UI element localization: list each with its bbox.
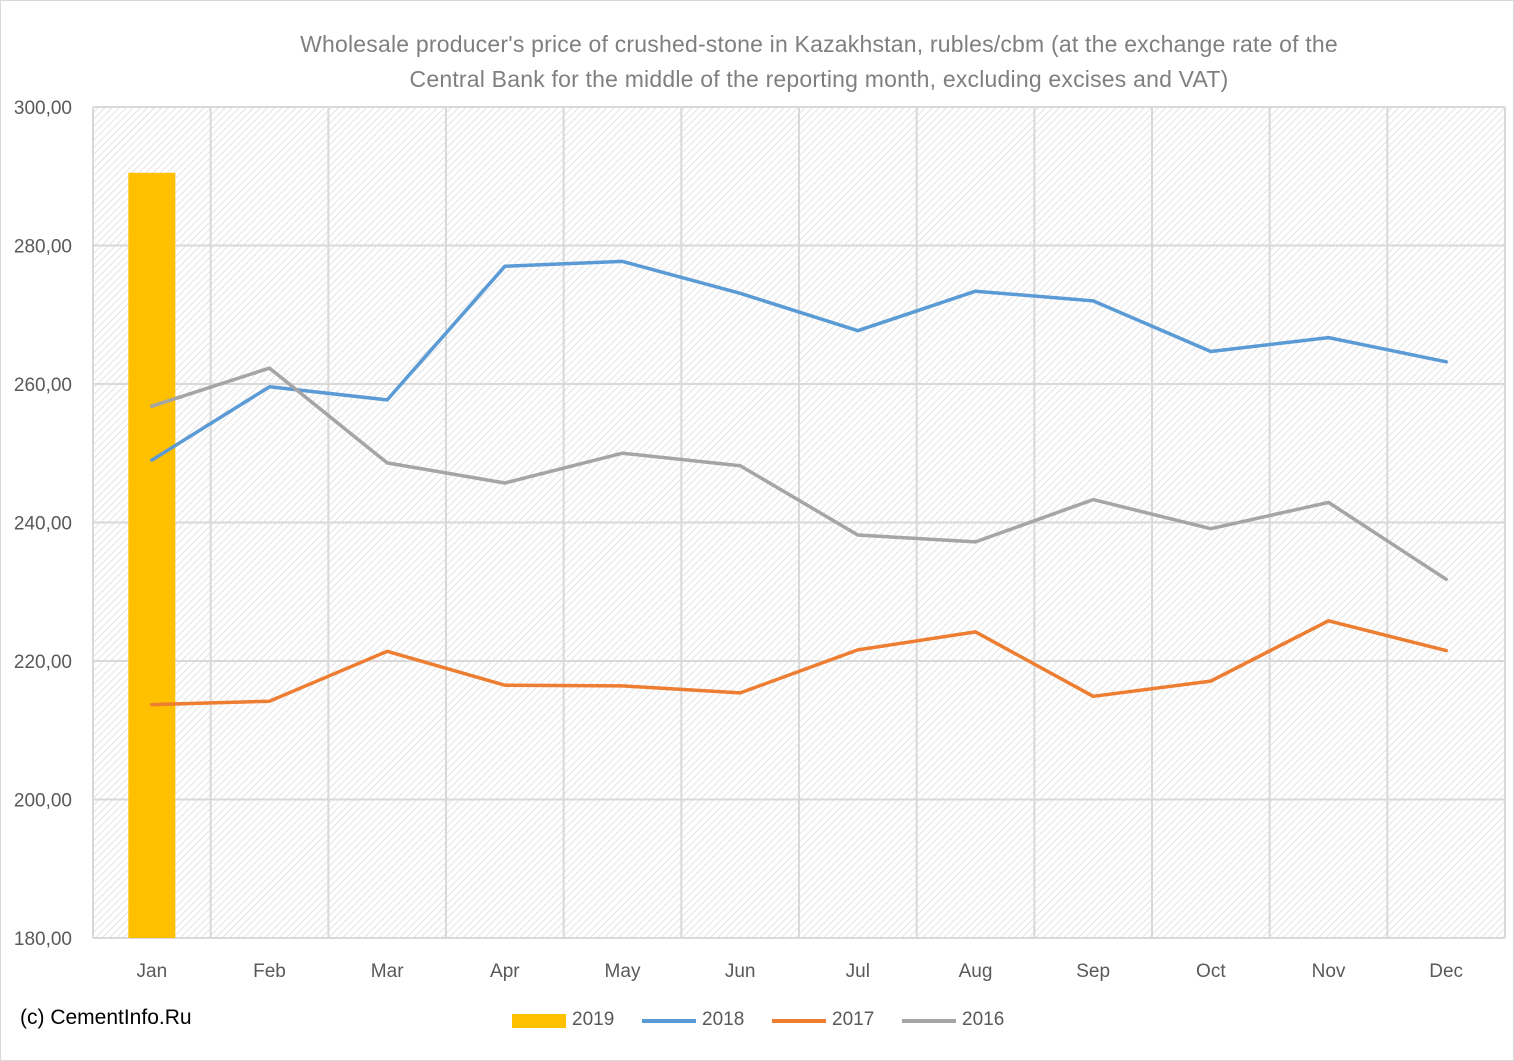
legend-swatch-2019 — [512, 1014, 566, 1028]
x-tick-label-oct: Oct — [1196, 961, 1226, 982]
x-tick-label-sep: Sep — [1076, 961, 1110, 982]
x-tick-label-mar: Mar — [371, 961, 404, 982]
legend-swatch-2018 — [642, 1019, 696, 1023]
legend-item-2019: 2019 — [512, 1008, 637, 1034]
x-tick-label-apr: Apr — [490, 961, 520, 982]
copyright-text: (c) CementInfo.Ru — [20, 1006, 192, 1029]
x-tick-label-aug: Aug — [959, 961, 993, 982]
y-tick-label: 240,00 — [14, 514, 72, 535]
x-tick-label-nov: Nov — [1312, 961, 1346, 982]
legend-item-2018: 2018 — [642, 1008, 767, 1034]
legend-item-2016: 2016 — [902, 1008, 1027, 1034]
x-tick-label-may: May — [605, 961, 641, 982]
bar-2019-jan — [128, 172, 176, 939]
y-tick-label: 200,00 — [14, 791, 72, 812]
x-tick-label-dec: Dec — [1429, 961, 1463, 982]
legend-label-2019: 2019 — [572, 1009, 615, 1030]
y-tick-label: 180,00 — [14, 929, 72, 950]
legend-swatch-2016 — [902, 1019, 956, 1023]
y-tick-label: 220,00 — [14, 652, 72, 673]
y-tick-label: 260,00 — [14, 375, 72, 396]
legend-label-2017: 2017 — [832, 1009, 875, 1030]
legend-label-2016: 2016 — [962, 1009, 1005, 1030]
legend: 2019 2018 2017 2016 — [0, 1008, 1514, 1034]
y-tick-label: 280,00 — [14, 237, 72, 258]
line-series-2018 — [150, 259, 1448, 462]
x-tick-label-feb: Feb — [253, 961, 286, 982]
legend-item-2017: 2017 — [772, 1008, 897, 1034]
y-tick-label: 300,00 — [14, 98, 72, 119]
line-series-2017 — [150, 619, 1448, 707]
x-tick-label-jan: Jan — [137, 961, 168, 982]
chart-title-line-1: Wholesale producer's price of crushed-st… — [300, 31, 1338, 57]
x-tick-label-jul: Jul — [846, 961, 870, 982]
legend-label-2018: 2018 — [702, 1009, 745, 1030]
legend-swatch-2017 — [772, 1019, 826, 1023]
chart-title-line-2: Central Bank for the middle of the repor… — [409, 66, 1229, 92]
x-tick-label-jun: Jun — [725, 961, 756, 982]
line-series-2016 — [150, 366, 1448, 582]
